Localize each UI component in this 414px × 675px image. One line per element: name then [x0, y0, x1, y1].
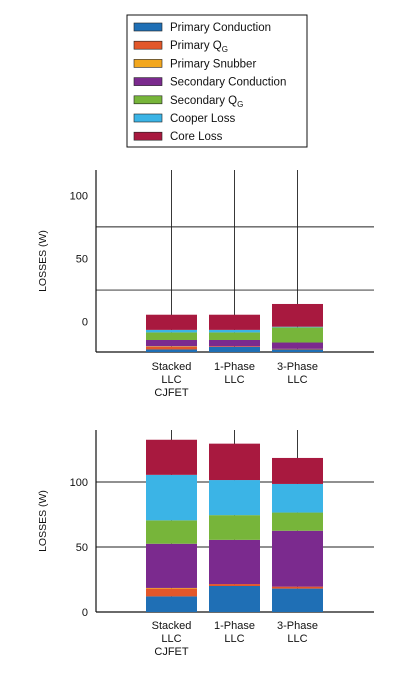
legend-swatch [133, 22, 163, 32]
category-label: 1-Phase [214, 620, 255, 632]
bar-segment [272, 457, 323, 484]
bar-segment [209, 346, 260, 347]
bar-segment [272, 348, 323, 350]
bar-segment [146, 588, 197, 597]
category-label: LLC [224, 374, 244, 386]
category-label: LLC [287, 633, 307, 645]
legend-label: Secondary Conduction [170, 77, 286, 89]
legend-label: Primary Snubber [170, 58, 256, 70]
bar-segment [209, 480, 260, 516]
bar-segment [272, 342, 323, 349]
category-label: Stacked [152, 361, 192, 373]
legend-label: Primary Conduction [170, 22, 271, 34]
bar-segment [209, 332, 260, 340]
legend-swatch [133, 77, 163, 86]
legend-label: Primary QG [170, 40, 228, 54]
legend-label: Cooper Loss [170, 113, 235, 125]
bar-segment [209, 339, 260, 347]
bar-segment [272, 303, 323, 327]
bar-segment [146, 349, 197, 352]
bar-segment [209, 586, 260, 612]
bar-segment [146, 329, 197, 333]
y-axis-label: LOSSES (W) [37, 490, 49, 552]
legend-label: Core Loss [170, 131, 223, 143]
legend-swatch [133, 131, 163, 141]
legend-swatch [133, 95, 163, 105]
bar-segment [272, 327, 323, 343]
bar-segment [209, 539, 260, 585]
category-label: 3-Phase [277, 620, 318, 632]
y-tick-label: 0 [82, 607, 88, 619]
category-label: LLC [287, 374, 307, 386]
bar-segment [146, 587, 197, 589]
bar-segment [209, 329, 260, 333]
bar-segment [146, 520, 197, 544]
bar-segment [272, 326, 323, 328]
bar-segment [146, 439, 197, 475]
category-label: 1-Phase [214, 361, 255, 373]
bar-segment [146, 596, 197, 612]
y-tick-label: 100 [70, 190, 88, 202]
bar-segment [209, 346, 260, 352]
y-tick-label: 50 [76, 542, 88, 554]
y-axis-label: LOSSES (W) [37, 230, 49, 292]
bar-segment [272, 586, 323, 589]
bar-segment [209, 515, 260, 540]
legend-label-subscript: G [222, 45, 228, 54]
category-label: CJFET [154, 646, 189, 658]
category-label: Stacked [152, 620, 192, 632]
legend-swatch [133, 59, 163, 68]
legend-label-subscript: G [237, 100, 243, 109]
category-label: LLC [161, 374, 181, 386]
category-label: LLC [224, 633, 244, 645]
legend: Primary Conduction Primary QG Primary Snub… [126, 14, 308, 148]
bar-segment [272, 530, 323, 587]
bar-segment [209, 443, 260, 481]
y-tick-label: 100 [70, 477, 88, 489]
category-label: CJFET [154, 387, 189, 399]
bar-segment [146, 346, 197, 350]
bar-segment [146, 474, 197, 521]
category-label: LLC [161, 633, 181, 645]
bar-segment [209, 314, 260, 330]
bar-segment [146, 543, 197, 588]
bar-segment [272, 512, 323, 531]
category-label: 3-Phase [277, 361, 318, 373]
bar-segment [146, 339, 197, 347]
legend-label: Secondary QG [170, 95, 243, 109]
bar-segment [146, 314, 197, 330]
bar-segment [272, 483, 323, 513]
y-tick-label: 50 [76, 253, 88, 265]
bar-segment [146, 346, 197, 347]
legend-swatch [133, 113, 163, 123]
bar-segment [272, 349, 323, 352]
legend-swatch [133, 40, 163, 50]
y-tick-label: 0 [82, 317, 88, 329]
bar-segment [209, 584, 260, 586]
bar-segment [272, 588, 323, 612]
bar-segment [146, 332, 197, 340]
